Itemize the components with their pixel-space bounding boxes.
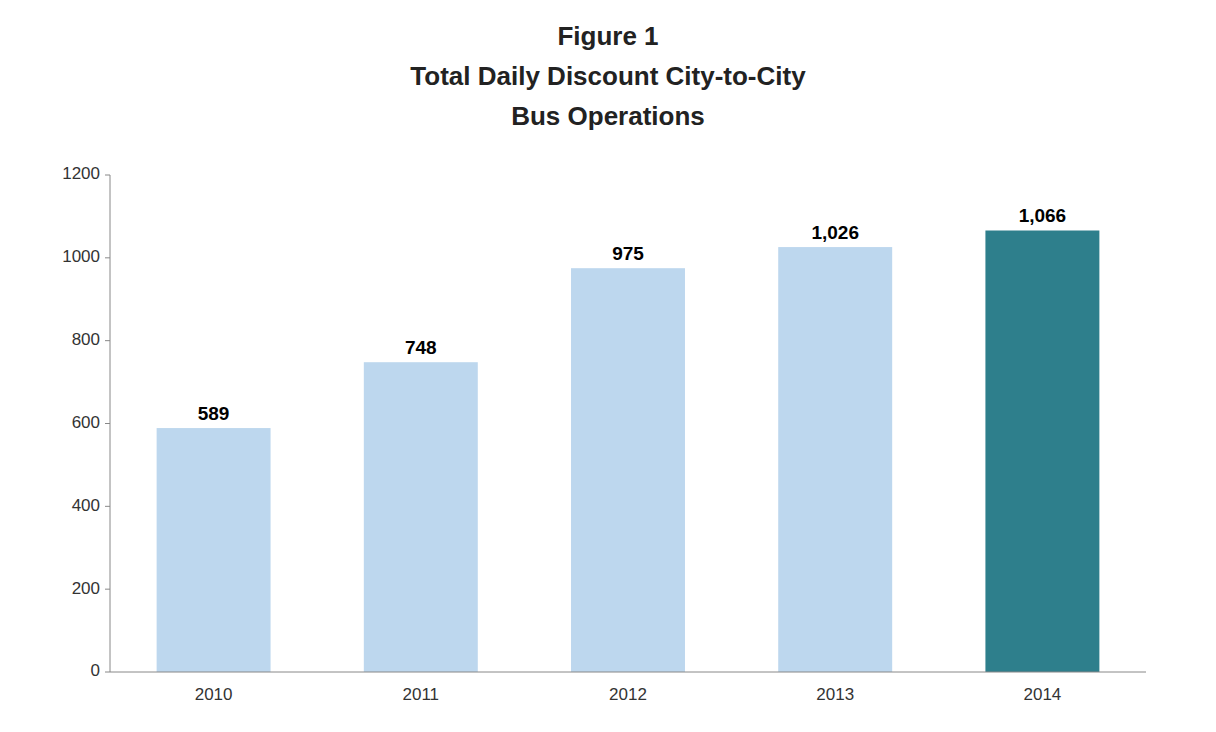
y-tick-label: 600 bbox=[72, 413, 100, 432]
y-tick-label: 800 bbox=[72, 330, 100, 349]
chart-container: Figure 1 Total Daily Discount City-to-Cit… bbox=[0, 0, 1216, 732]
y-tick bbox=[105, 506, 110, 507]
data-label: 589 bbox=[198, 403, 230, 424]
x-axis-line bbox=[110, 672, 1146, 673]
x-tick-label: 2014 bbox=[1023, 685, 1061, 704]
y-tick-label: 1200 bbox=[62, 164, 100, 183]
y-tick bbox=[105, 257, 110, 258]
bar bbox=[778, 247, 892, 672]
chart-svg: Figure 1 Total Daily Discount City-to-Cit… bbox=[0, 0, 1216, 732]
x-tick-label: 2011 bbox=[403, 685, 440, 704]
x-tick-label: 2010 bbox=[195, 685, 233, 704]
bar bbox=[985, 230, 1099, 672]
x-tick-label: 2013 bbox=[816, 685, 854, 704]
y-tick bbox=[105, 589, 110, 590]
bar bbox=[157, 428, 271, 672]
bar bbox=[364, 362, 478, 672]
title: Total Daily Discount City-to-City bbox=[410, 61, 806, 91]
x-tick-label: 2012 bbox=[609, 685, 647, 704]
data-label: 975 bbox=[612, 243, 644, 264]
y-tick-label: 400 bbox=[72, 496, 100, 515]
y-tick-label: 0 bbox=[91, 661, 100, 680]
title: Figure 1 bbox=[557, 21, 658, 51]
y-tick bbox=[105, 175, 110, 176]
data-label: 1,026 bbox=[811, 222, 859, 243]
y-tick bbox=[105, 340, 110, 341]
bars bbox=[157, 230, 1100, 672]
title: Bus Operations bbox=[511, 101, 705, 131]
bar bbox=[571, 268, 685, 672]
y-tick bbox=[105, 672, 110, 673]
y-tick-label: 200 bbox=[72, 579, 100, 598]
data-label: 748 bbox=[405, 337, 437, 358]
y-tick-label: 1000 bbox=[62, 247, 100, 266]
data-label: 1,066 bbox=[1019, 205, 1067, 226]
y-tick bbox=[105, 423, 110, 424]
